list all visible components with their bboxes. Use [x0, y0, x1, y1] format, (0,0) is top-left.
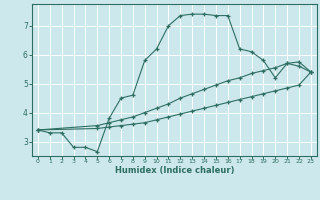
- X-axis label: Humidex (Indice chaleur): Humidex (Indice chaleur): [115, 166, 234, 175]
